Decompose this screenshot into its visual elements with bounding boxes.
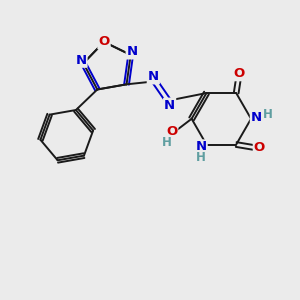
Text: O: O (254, 141, 265, 154)
Text: N: N (196, 140, 207, 153)
Text: O: O (233, 67, 245, 80)
Text: N: N (148, 70, 159, 83)
Text: H: H (263, 108, 273, 121)
Text: H: H (196, 152, 206, 164)
Text: N: N (164, 99, 175, 112)
Text: O: O (98, 35, 110, 48)
Text: H: H (162, 136, 172, 149)
Text: O: O (166, 125, 177, 138)
Text: N: N (127, 45, 138, 58)
Text: N: N (75, 54, 87, 67)
Text: N: N (251, 111, 262, 124)
